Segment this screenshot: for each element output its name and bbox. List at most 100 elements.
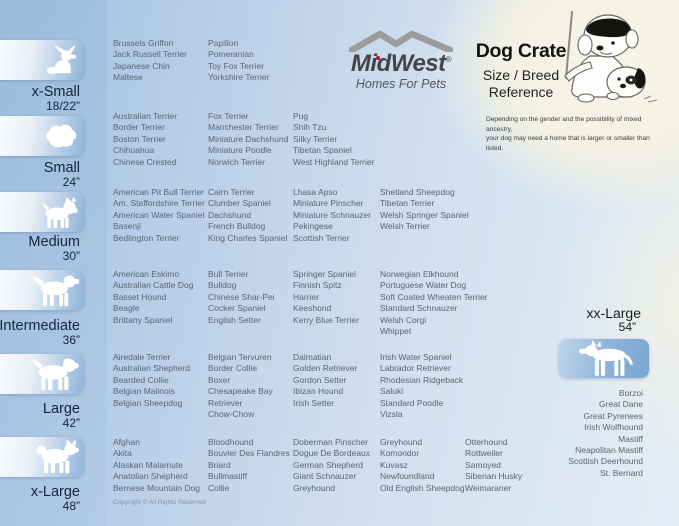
breed-column: Norwegian Elkhound Portuguese Water Dog So…	[380, 269, 488, 337]
breed-name: Norwegian Elkhound	[380, 269, 459, 279]
breed-name: Welsh Terrier	[380, 221, 430, 232]
breed-name: Standard Schnauzer	[380, 303, 458, 314]
breed-name: Dachshund	[208, 209, 252, 220]
breed-name: Australian Shepherd	[113, 363, 191, 374]
breed-name: Rottweiler	[465, 448, 503, 459]
size-name: x-Large	[30, 484, 80, 500]
breed-name: Giant Schnauzer	[293, 471, 357, 482]
breed-name: American Pit Bull Terrier	[113, 187, 205, 197]
breed-name: Yorkshire Terrier	[208, 72, 270, 83]
breed-name: Borzoi	[618, 388, 643, 398]
breed-name: Tibetan Terrier	[380, 198, 435, 209]
size-card-xx-large	[559, 339, 649, 378]
breed-name: Weimaraner	[465, 482, 512, 493]
breed-name: Otterhound	[465, 437, 508, 447]
size-card-large	[0, 354, 84, 394]
teacher-dog-with-puppy-illustration	[564, 11, 658, 103]
breed-name: Cocker Spaniel	[208, 303, 266, 314]
breed-column: Fox Terrier Manchester Terrier Miniature D…	[208, 111, 288, 168]
xx-large-breed-list: Borzoi Great Dane Great Pyrenees Irish Wolf…	[568, 388, 643, 479]
breed-name: Bulldog	[208, 280, 237, 291]
size-label-xx-large: xx-Large 54”	[587, 306, 641, 334]
breed-name: Kuvasz	[380, 459, 408, 470]
breed-name: Airedale Terrier	[113, 352, 171, 362]
breed-name: American Water Spaniel	[113, 209, 205, 220]
breed-name: Ibizan Hound	[293, 386, 344, 397]
breed-name: Miniature Poodle	[208, 145, 272, 156]
breed-name: Manchester Terrier	[208, 122, 279, 133]
breed-name: Dalmatian	[293, 352, 332, 362]
breed-name: Miniature Dachshund	[208, 133, 289, 144]
akita-icon	[31, 439, 79, 474]
breed-column: American Eskimo Australian Cattle Dog Bass…	[113, 269, 193, 326]
size-card-intermediate	[0, 270, 84, 310]
breed-name: Border Terrier	[113, 122, 165, 133]
breed-name: Chinese Crested	[113, 156, 177, 167]
size-dimension: 54”	[618, 320, 636, 334]
breed-name: Boston Terrier	[113, 133, 166, 144]
breed-name: Bearded Collie	[113, 374, 169, 385]
papillon-icon	[43, 45, 79, 75]
breed-column: Lhasa Apso Miniature Pinscher Miniature Sc…	[293, 187, 371, 244]
breed-name: Brussels Griffon	[113, 38, 174, 48]
breed-name: Scottish Deerhound	[568, 456, 643, 467]
breed-name: Keeshond	[293, 303, 332, 314]
breed-name: Bouvier Des Flandres	[208, 448, 290, 459]
breed-name: Miniature Schnauzer	[293, 209, 371, 220]
breed-name: Maltese	[113, 72, 143, 83]
breed-column: Airedale Terrier Australian Shepherd Beard…	[113, 352, 190, 409]
breed-name: Portuguese Water Dog	[380, 280, 467, 291]
size-name: Small	[43, 160, 80, 176]
breed-name: Newfoundland	[380, 471, 435, 482]
breed-name: Finnish Spitz	[293, 280, 342, 291]
size-card-medium	[0, 192, 84, 232]
breed-name: Rhodesian Ridgeback	[380, 374, 464, 385]
breed-name: Boxer	[208, 374, 231, 385]
poster-subtitle: Size / Breed Reference	[468, 67, 574, 100]
breed-name: St. Bernard	[600, 467, 643, 478]
breed-name: Samoyed	[465, 459, 501, 470]
breed-name: Neapolitan Mastiff	[575, 445, 643, 456]
breed-name: Komondor	[380, 448, 420, 459]
breed-name: Labrador Retriever	[380, 363, 451, 374]
breed-name: Silky Terrier	[293, 133, 338, 144]
breed-name: Japanese Chin	[113, 60, 170, 71]
breed-name: Great Pyrenees	[583, 410, 643, 421]
breed-name: Bullmastiff	[208, 471, 248, 482]
breed-name: Miniature Pinscher	[293, 198, 364, 209]
size-dimension: 24”	[62, 175, 80, 189]
size-dimension: 42”	[62, 416, 80, 430]
breed-name: Irish Water Spaniel	[380, 352, 452, 362]
breed-name: Lhasa Apso	[293, 187, 338, 197]
disclaimer-line-2: your dog may need a home that is larger …	[486, 135, 650, 152]
breed-name: Collie	[208, 482, 230, 493]
breed-name: Welsh Corgi	[380, 314, 427, 325]
breed-name: Siberian Husky	[465, 471, 523, 482]
breed-name: Golden Retriever	[293, 363, 358, 374]
size-label-medium: Medium 30”	[28, 235, 80, 263]
breed-name: Greyhound	[293, 482, 336, 493]
brand-i-dot	[376, 56, 380, 60]
breed-name: Fox Terrier	[208, 111, 249, 121]
breed-name: Cairn Terrier	[208, 187, 255, 197]
breed-name: Jack Russell Terrier	[113, 49, 188, 60]
breed-name: Toy Fox Terrier	[208, 60, 265, 71]
breed-column: Bull Terrier Bulldog Chinese Shar-Pei Cocke…	[208, 269, 275, 326]
size-name: Medium	[28, 234, 80, 250]
breed-column: Australian Terrier Border Terrier Boston T…	[113, 111, 177, 168]
size-label-large: Large 42”	[43, 402, 80, 430]
breed-name: Harrier	[293, 291, 319, 302]
size-label-x-small: x-Small 18/22”	[32, 85, 80, 113]
breed-name: Anatolian Shepherd	[113, 471, 188, 482]
breed-name: Belgian Sheepdog	[113, 397, 183, 408]
breed-name: French Bulldog	[208, 221, 266, 232]
breed-name: Bernese Mountain Dog	[113, 482, 200, 493]
shih-tzu-icon	[43, 123, 79, 149]
breed-name: English Setter	[208, 314, 261, 325]
breed-column: Brussels Griffon Jack Russell Terrier Japa…	[113, 38, 187, 84]
breed-name: Welsh Springer Spaniel	[380, 209, 469, 220]
breed-name: Tibetan Spaniel	[293, 145, 352, 156]
breed-name: Bull Terrier	[208, 269, 249, 279]
size-card-small	[0, 116, 84, 156]
